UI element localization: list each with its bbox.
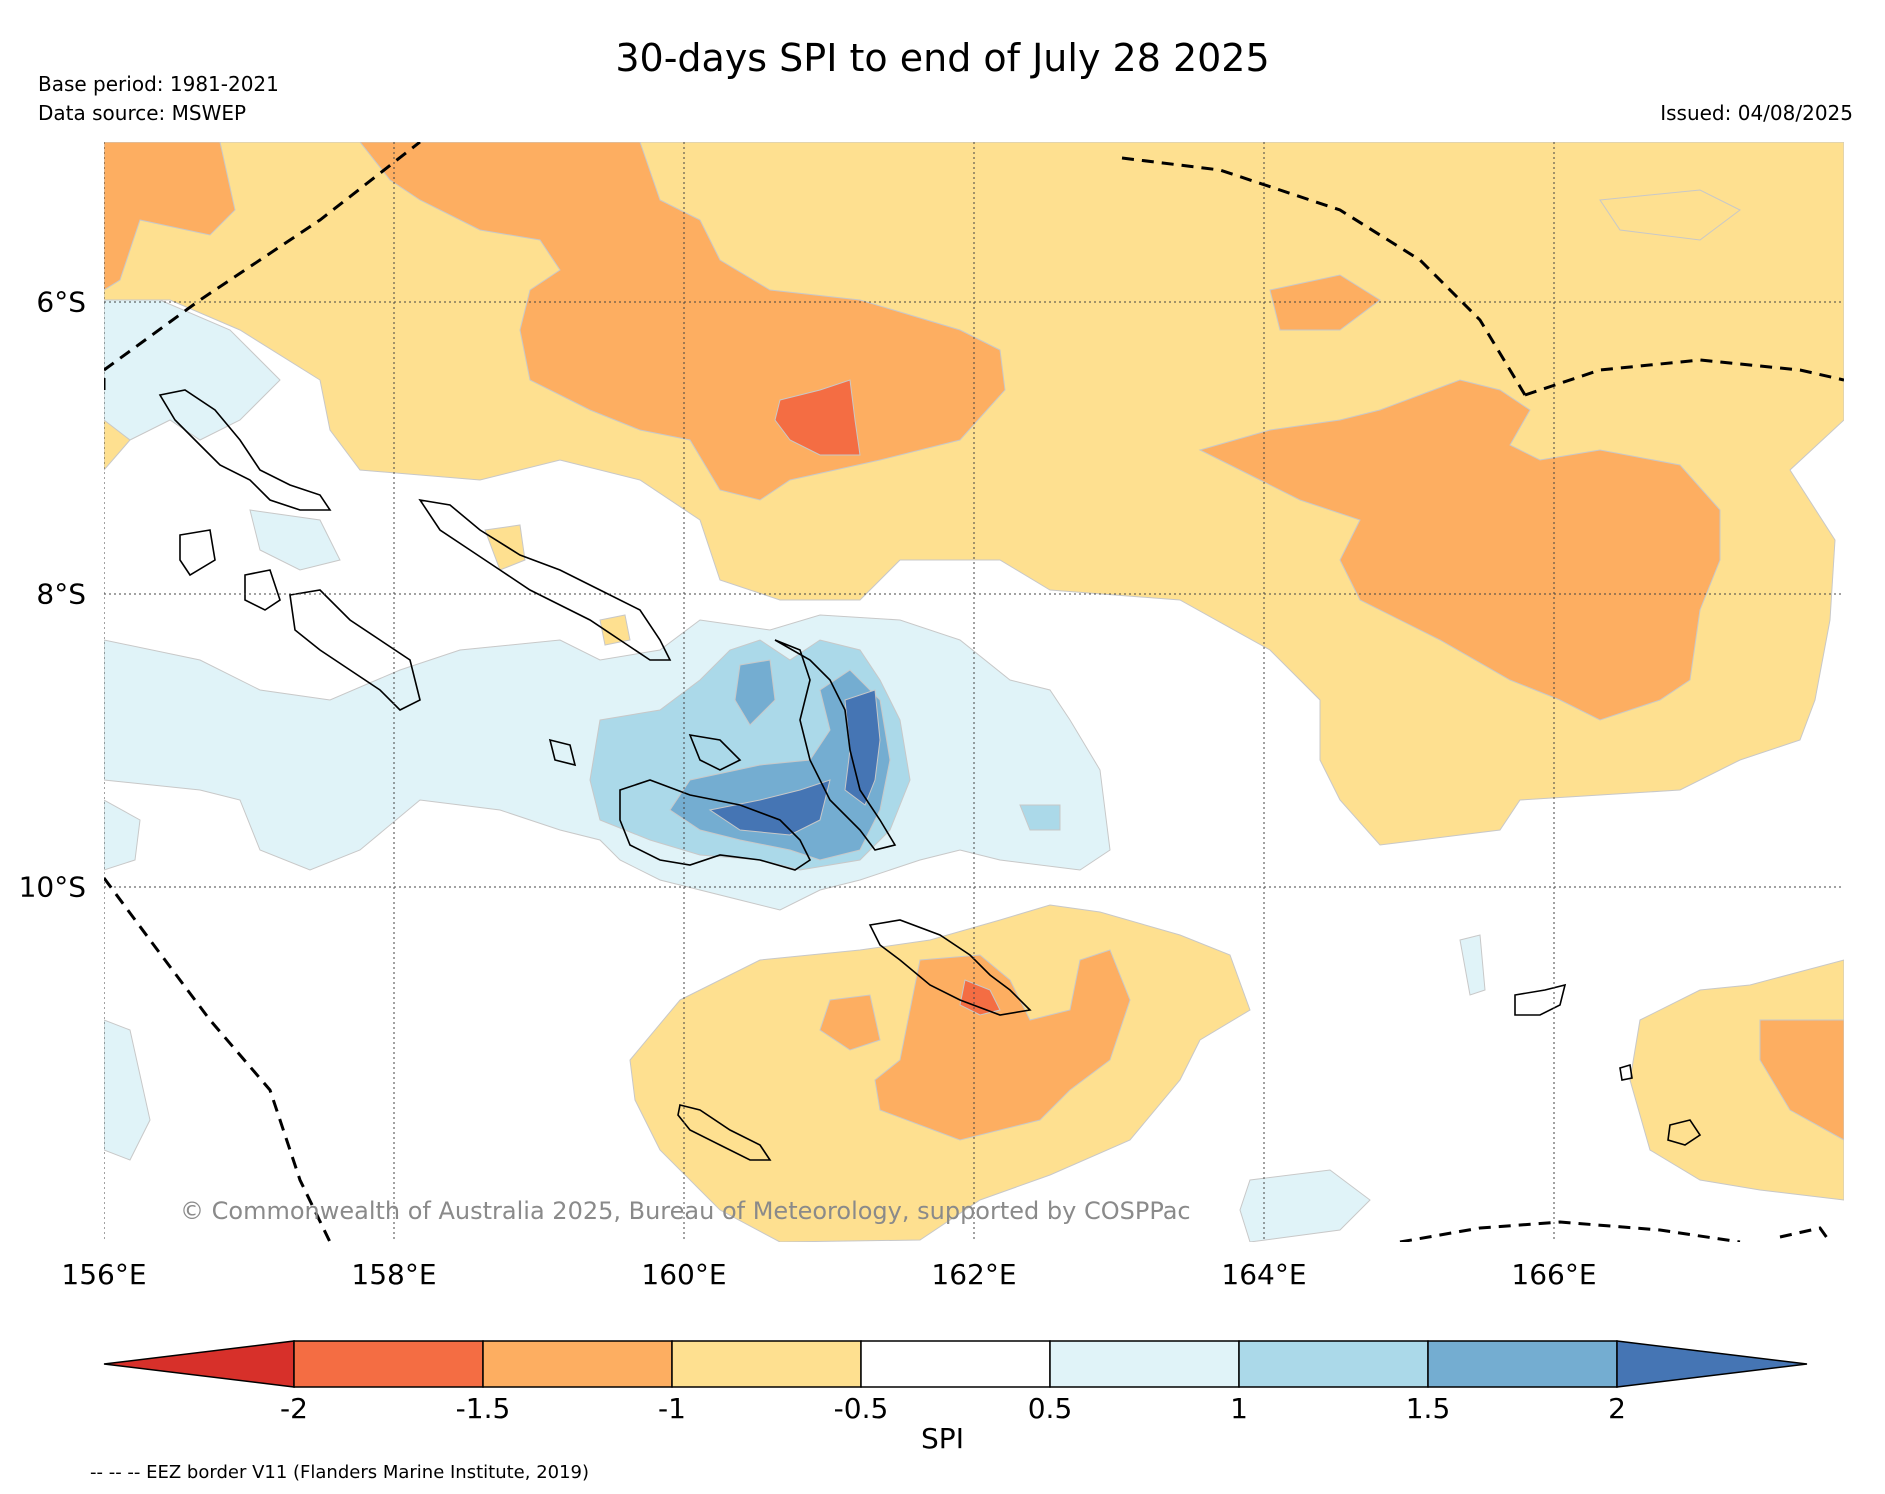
eez-border-note: -- -- -- EEZ border V11 (Flanders Marine… — [90, 1462, 590, 1483]
lat-label: 8°S — [36, 577, 86, 611]
island-outlines — [158, 389, 1702, 1161]
colorbar-extend-low — [103, 1340, 295, 1388]
lon-label: 162°E — [931, 1258, 1017, 1291]
colorbar-segment — [671, 1340, 862, 1388]
lon-label: 164°E — [1221, 1258, 1307, 1291]
lat-label: 10°S — [18, 870, 86, 904]
colorbar-extend-high — [1616, 1340, 1808, 1388]
eez-borders — [104, 142, 1844, 1242]
colorbar-segment — [482, 1340, 673, 1388]
issued-date-text: Issued: 04/08/2025 — [1660, 101, 1853, 125]
data-source-text: Data source: MSWEP — [38, 101, 247, 125]
dry-severe-areas — [774, 379, 1001, 1016]
colorbar-segment — [1427, 1340, 1618, 1388]
colorbar-segment — [860, 1340, 1051, 1388]
colorbar-tick-label: 1.5 — [1405, 1392, 1451, 1425]
lon-label: 158°E — [351, 1258, 437, 1291]
lon-label: 156°E — [61, 1258, 147, 1291]
colorbar-tick-label: 0.5 — [1027, 1392, 1073, 1425]
lon-label: 166°E — [1511, 1258, 1597, 1291]
lon-label: 160°E — [641, 1258, 727, 1291]
colorbar-label: SPI — [921, 1422, 964, 1455]
colorbar-tick-label: 1 — [1230, 1392, 1248, 1425]
colorbar-tick-label: -1 — [658, 1392, 686, 1425]
colorbar-segment — [293, 1340, 484, 1388]
colorbar-segment — [1049, 1340, 1240, 1388]
lat-label: 6°S — [36, 285, 86, 319]
colorbar — [103, 1340, 1808, 1388]
colorbar-tick-label: -0.5 — [833, 1392, 889, 1425]
map-title: 30-days SPI to end of July 28 2025 — [615, 36, 1270, 80]
colorbar-tick-label: -1.5 — [455, 1392, 511, 1425]
copyright-notice: © Commonwealth of Australia 2025, Bureau… — [180, 1197, 1191, 1225]
base-period-text: Base period: 1981-2021 — [38, 72, 279, 96]
colorbar-tick-label: 2 — [1608, 1392, 1626, 1425]
colorbar-tick-label: -2 — [280, 1392, 308, 1425]
graticule — [104, 142, 1844, 1242]
colorbar-segment — [1238, 1340, 1429, 1388]
wet-extreme-areas — [708, 689, 881, 836]
